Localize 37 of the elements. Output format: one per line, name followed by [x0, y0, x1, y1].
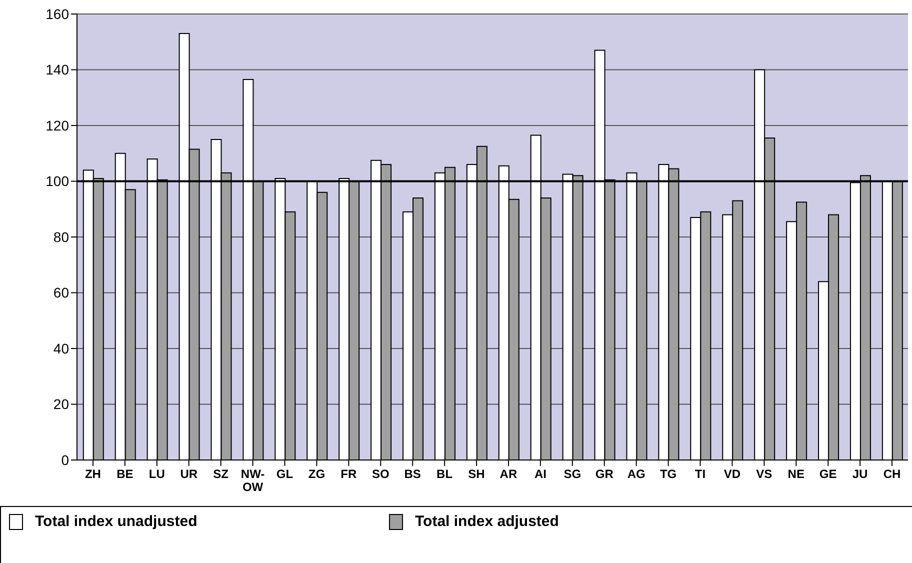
x-tick-label: TG [660, 467, 677, 481]
y-tick-label: 20 [53, 396, 70, 412]
x-tick-label: SZ [213, 467, 228, 481]
x-tick-label: VS [756, 467, 772, 481]
x-tick-label: ZG [308, 467, 326, 481]
x-tick-label: GL [276, 467, 294, 481]
x-tick-label: GE [819, 467, 837, 481]
x-tick-label: UR [180, 467, 198, 481]
x-tick-label: NW-OW [240, 467, 265, 494]
x-tick-label: ZH [84, 467, 101, 481]
y-tick-label: 0 [61, 452, 70, 468]
x-tick-label: BS [404, 467, 421, 481]
y-tick-label: 100 [46, 173, 70, 190]
x-tick-label: LU [148, 467, 165, 481]
x-tick-label: TI [694, 467, 706, 481]
y-tick-label: 160 [46, 6, 70, 22]
y-tick-label: 40 [53, 340, 70, 356]
x-tick-label: SG [564, 467, 582, 481]
y-tick-label: 120 [46, 117, 70, 134]
y-tick-label: 140 [46, 62, 70, 78]
x-tick-label: JU [852, 467, 868, 481]
x-tick-label: SO [372, 467, 390, 481]
legend-label: Total index adjusted [415, 513, 559, 530]
x-tick-label: AG [627, 467, 646, 481]
y-tick-label: 80 [53, 228, 70, 245]
legend-label: Total index unadjusted [35, 513, 198, 530]
x-tick-label: BE [116, 467, 134, 481]
x-tick-label: AI [534, 467, 546, 481]
x-tick-label: FR [340, 467, 358, 481]
x-tick-label: BL [436, 467, 453, 481]
x-tick-label: CH [883, 467, 901, 481]
x-tick-label: NE [788, 467, 804, 481]
x-tick-label: SH [468, 467, 485, 481]
x-tick-label: GR [595, 467, 614, 481]
x-tick-label: VD [724, 467, 741, 481]
x-tick-label: AR [500, 467, 518, 481]
y-tick-label: 60 [53, 284, 70, 301]
